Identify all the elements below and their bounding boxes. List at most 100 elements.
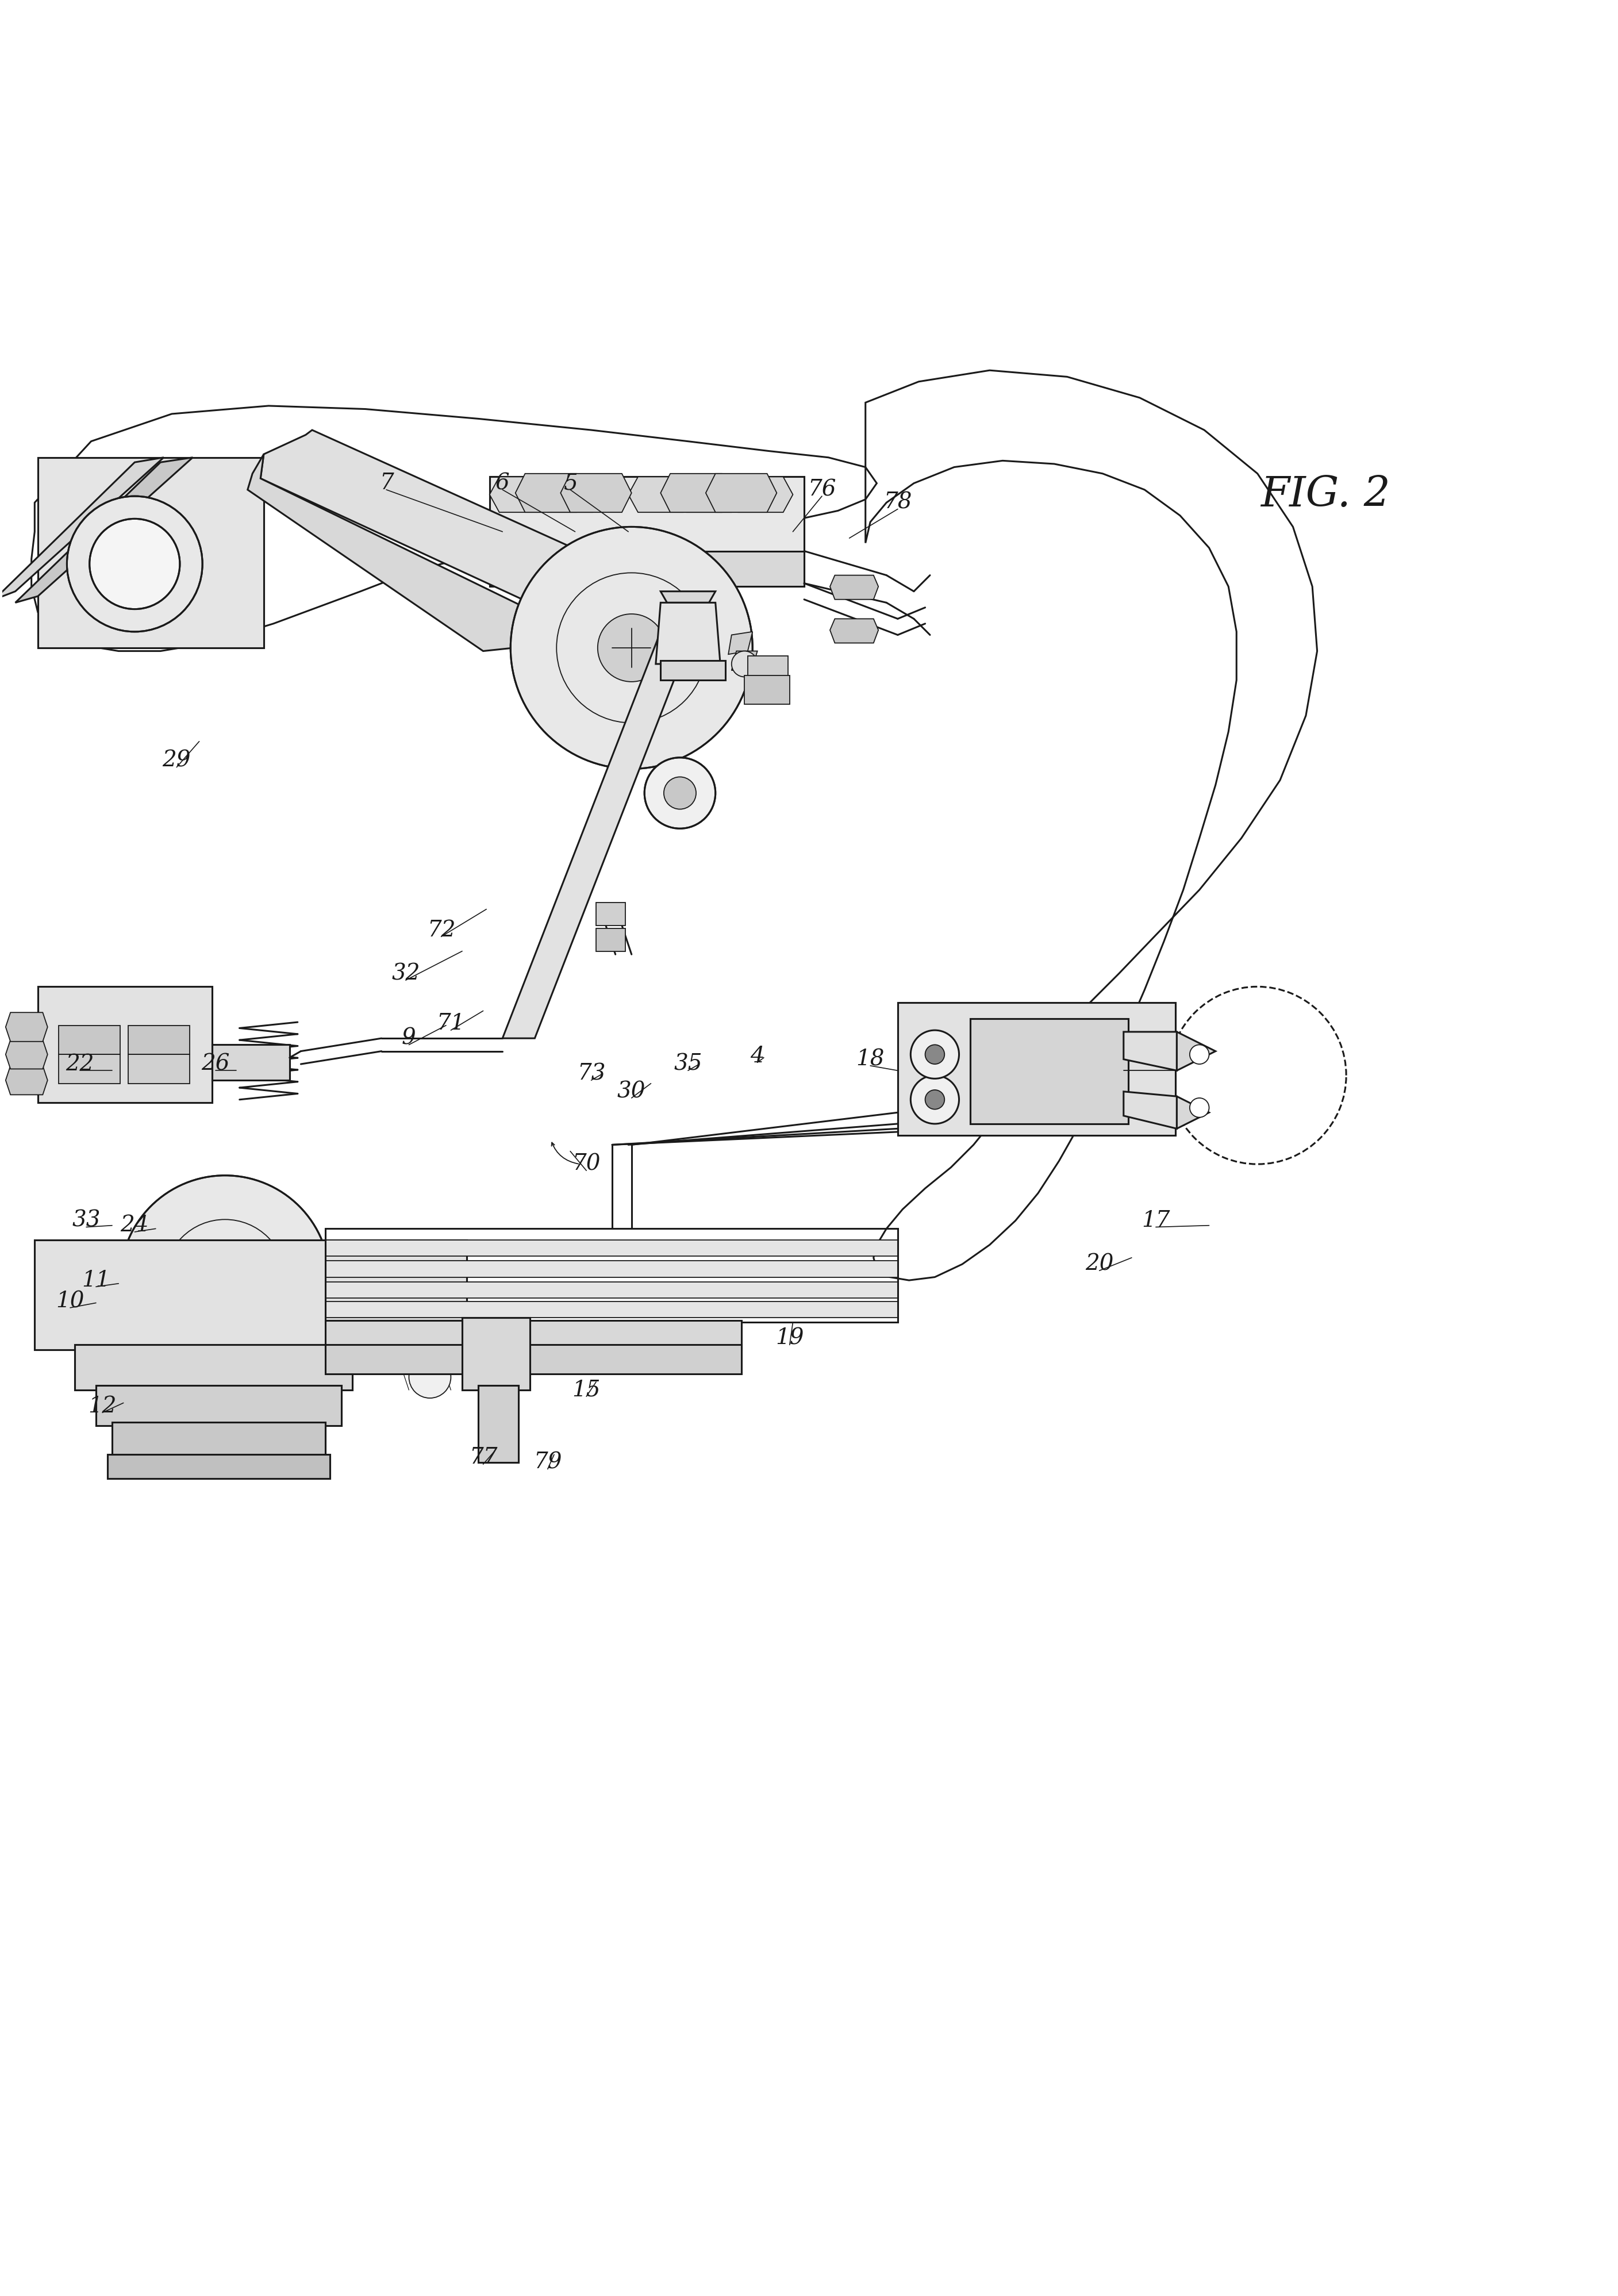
Text: 24: 24: [120, 1215, 149, 1235]
Bar: [37, 457, 264, 647]
Circle shape: [663, 776, 696, 808]
Bar: [479, 1384, 519, 1463]
Polygon shape: [560, 473, 631, 512]
Polygon shape: [1123, 1091, 1176, 1130]
Polygon shape: [5, 1040, 47, 1070]
Text: 11: 11: [83, 1270, 110, 1290]
Text: 76: 76: [807, 480, 837, 501]
Bar: [325, 1320, 741, 1350]
Bar: [660, 661, 725, 680]
Bar: [595, 928, 625, 951]
Polygon shape: [260, 429, 680, 645]
Bar: [58, 1026, 120, 1054]
Circle shape: [597, 613, 665, 682]
Bar: [490, 478, 804, 585]
Polygon shape: [1176, 1031, 1215, 1070]
Bar: [898, 1003, 1175, 1134]
Polygon shape: [660, 473, 731, 512]
Text: 35: 35: [673, 1054, 702, 1075]
Circle shape: [925, 1091, 945, 1109]
Polygon shape: [655, 602, 720, 664]
Polygon shape: [660, 592, 715, 602]
Text: 18: 18: [856, 1049, 885, 1070]
Text: 4: 4: [751, 1045, 764, 1068]
Bar: [595, 902, 625, 925]
Circle shape: [911, 1031, 959, 1079]
Bar: [37, 457, 264, 647]
Text: 19: 19: [775, 1327, 804, 1350]
Circle shape: [925, 1045, 945, 1063]
Bar: [971, 1019, 1128, 1123]
Text: 22: 22: [66, 1054, 94, 1075]
Polygon shape: [728, 478, 793, 512]
Text: 33: 33: [73, 1210, 100, 1231]
Polygon shape: [705, 473, 777, 512]
Bar: [325, 1281, 898, 1297]
Text: 6: 6: [495, 473, 510, 494]
Circle shape: [911, 1075, 959, 1123]
Bar: [107, 1456, 330, 1479]
Text: 5: 5: [563, 473, 578, 494]
Polygon shape: [503, 602, 704, 1038]
Text: 72: 72: [427, 921, 455, 941]
Text: 73: 73: [578, 1063, 605, 1084]
Bar: [463, 1318, 531, 1389]
Bar: [128, 1026, 189, 1054]
Bar: [212, 1045, 290, 1079]
Bar: [212, 1045, 290, 1079]
Polygon shape: [728, 631, 752, 654]
Bar: [479, 1384, 519, 1463]
Bar: [112, 1421, 325, 1458]
Bar: [971, 1019, 1128, 1123]
Circle shape: [66, 496, 202, 631]
Bar: [58, 1054, 120, 1084]
Circle shape: [89, 519, 180, 608]
Text: 70: 70: [573, 1153, 600, 1176]
Bar: [34, 1240, 468, 1350]
Circle shape: [1189, 1045, 1209, 1063]
Text: 79: 79: [534, 1451, 561, 1474]
Circle shape: [511, 526, 752, 769]
Text: 20: 20: [1086, 1254, 1113, 1274]
Polygon shape: [5, 1013, 47, 1042]
Circle shape: [202, 1258, 248, 1304]
Bar: [647, 551, 804, 585]
Bar: [37, 987, 212, 1102]
Text: 10: 10: [57, 1290, 84, 1311]
Text: FIG. 2: FIG. 2: [1260, 475, 1390, 514]
Text: 30: 30: [618, 1081, 646, 1102]
Bar: [325, 1302, 898, 1318]
Polygon shape: [830, 620, 879, 643]
Bar: [112, 1421, 325, 1458]
Polygon shape: [1123, 1031, 1176, 1070]
Polygon shape: [1176, 1097, 1209, 1130]
Polygon shape: [248, 455, 591, 652]
Bar: [34, 1240, 468, 1350]
Bar: [325, 1240, 898, 1256]
Circle shape: [1189, 1097, 1209, 1118]
Polygon shape: [490, 478, 553, 512]
Text: 26: 26: [201, 1054, 230, 1075]
Text: 77: 77: [469, 1446, 497, 1469]
Text: 29: 29: [162, 751, 191, 771]
Bar: [95, 1384, 341, 1426]
Bar: [898, 1003, 1175, 1134]
Text: 7: 7: [379, 473, 393, 494]
Bar: [128, 1054, 189, 1084]
Polygon shape: [537, 478, 602, 512]
Text: 71: 71: [437, 1013, 464, 1035]
Circle shape: [731, 652, 757, 677]
Text: 78: 78: [883, 491, 913, 514]
Text: 9: 9: [401, 1029, 416, 1049]
Polygon shape: [830, 576, 879, 599]
Text: 12: 12: [89, 1396, 116, 1417]
Bar: [325, 1228, 898, 1322]
Polygon shape: [731, 652, 757, 670]
Polygon shape: [5, 1065, 47, 1095]
Bar: [490, 551, 647, 585]
Polygon shape: [628, 478, 693, 512]
Circle shape: [644, 758, 715, 829]
Circle shape: [120, 1176, 330, 1384]
Bar: [325, 1345, 741, 1373]
Bar: [74, 1345, 353, 1389]
